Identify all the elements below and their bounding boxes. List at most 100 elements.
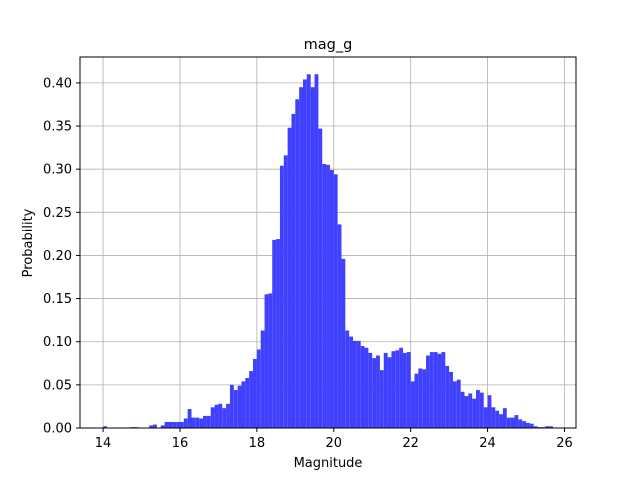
histogram-bar: [383, 352, 388, 428]
x-tick-label: 20: [325, 436, 342, 451]
x-tick-label: 14: [95, 436, 112, 451]
histogram-bar: [172, 421, 177, 428]
histogram-bar: [479, 392, 484, 428]
histogram-bar: [433, 352, 438, 428]
histogram-bar: [287, 127, 292, 428]
histogram-bar: [506, 417, 511, 428]
chart-title: mag_g: [304, 37, 353, 53]
histogram-bar: [306, 74, 311, 429]
histogram-bar: [422, 369, 427, 428]
histogram-bar: [437, 353, 442, 428]
histogram-bar: [502, 408, 507, 428]
histogram-bar: [314, 74, 319, 429]
histogram-bar: [237, 385, 242, 428]
axis-ticks: 14 16 18 20 22 24 26 0.00 0.05 0.10 0.15 0.20 0.25 0.…: [43, 76, 573, 451]
histogram-bar: [222, 408, 227, 428]
histogram-bar: [245, 377, 250, 428]
y-axis-label: Probability: [21, 208, 36, 277]
histogram-bar: [229, 384, 234, 428]
histogram-bar: [491, 407, 496, 428]
histogram-bar: [483, 407, 488, 428]
histogram-bar: [260, 330, 265, 428]
histogram-bar: [176, 421, 180, 428]
histogram-bar: [279, 165, 284, 429]
histogram-bar: [345, 330, 350, 428]
histogram-bar: [149, 425, 154, 428]
histogram-bar: [326, 164, 330, 429]
histogram-bar: [468, 393, 473, 428]
histogram-bar: [168, 421, 173, 428]
histogram-bar: [460, 391, 465, 428]
y-tick-label: 0.10: [43, 335, 72, 350]
histogram-bar: [329, 170, 334, 428]
y-tick-label: 0.20: [43, 249, 72, 264]
histogram-bar: [529, 423, 534, 428]
histogram-bar: [264, 294, 269, 428]
histogram-bar: [272, 239, 277, 428]
histogram-bar: [303, 79, 307, 428]
histogram-bar: [364, 347, 369, 428]
histogram-bar: [395, 350, 400, 428]
histogram-bar: [495, 410, 500, 428]
histogram-bar: [253, 358, 257, 428]
histogram-bar: [241, 381, 246, 428]
histogram-bar: [256, 349, 261, 428]
histogram-bar: [318, 128, 323, 428]
y-tick-label: 0.35: [43, 120, 72, 135]
histogram-bar: [214, 404, 219, 428]
histogram-bar: [510, 417, 515, 428]
histogram-bar: [445, 365, 450, 428]
x-axis-label: Magnitude: [294, 456, 363, 471]
histogram-bar: [476, 390, 480, 428]
histogram-bar: [187, 409, 192, 428]
x-tick-label: 26: [556, 436, 573, 451]
histogram-bar: [372, 358, 377, 428]
histogram-bar: [402, 352, 407, 428]
histogram-bar: [533, 426, 538, 428]
histogram-bar: [514, 415, 519, 428]
histogram-bar: [414, 373, 419, 428]
y-tick-label: 0.25: [43, 206, 72, 221]
plot-frame: [79, 56, 577, 429]
histogram-bar: [356, 340, 361, 428]
histogram-bar: [464, 396, 469, 428]
histogram-bar: [164, 421, 169, 428]
histogram-bar: [191, 417, 196, 428]
histogram-bar: [418, 368, 423, 428]
x-tick-label: 24: [479, 436, 496, 451]
histogram-bar: [206, 415, 211, 428]
histogram-bar: [387, 357, 392, 428]
histogram-bar: [183, 418, 188, 428]
histogram-bar: [283, 155, 288, 428]
y-tick-label: 0.40: [43, 76, 72, 91]
histogram-bar: [333, 174, 338, 428]
histogram-bar: [368, 352, 373, 428]
histogram-bar: [441, 352, 446, 428]
x-tick-label: 18: [249, 436, 266, 451]
histogram-bar: [487, 395, 492, 428]
histogram-bar: [341, 258, 346, 428]
histogram-bar: [499, 414, 503, 428]
histogram-bar: [352, 340, 357, 428]
histogram-bar: [322, 163, 327, 428]
histogram-bar: [426, 355, 430, 428]
histogram-bars: [103, 74, 553, 429]
histogram-bar: [406, 352, 411, 428]
histogram-bar: [268, 293, 273, 428]
histogram-bar: [399, 347, 403, 428]
histogram-bar: [210, 407, 215, 428]
histogram-bar: [291, 113, 296, 428]
histogram-bar: [349, 336, 353, 428]
histogram-bar: [233, 390, 238, 428]
histogram-bar: [452, 381, 457, 428]
histogram-bar: [203, 415, 207, 428]
histogram-bar: [410, 381, 415, 428]
x-tick-label: 16: [172, 436, 189, 451]
histogram-bar: [526, 422, 530, 428]
histogram-bar: [103, 426, 107, 428]
histogram-bar: [299, 87, 304, 428]
histogram-bar: [179, 421, 184, 428]
y-tick-label: 0.05: [43, 378, 72, 393]
